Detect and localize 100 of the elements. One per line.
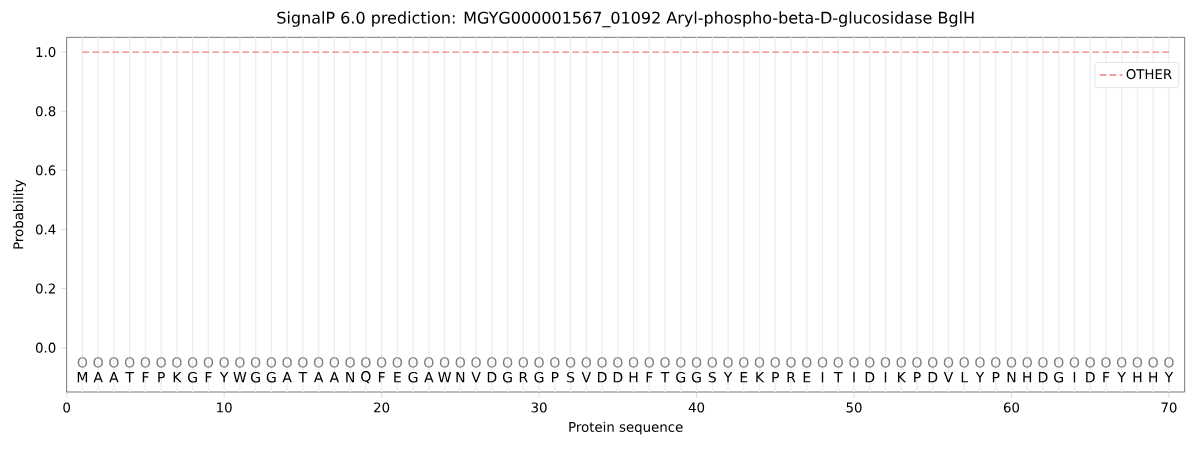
annotation: O	[250, 357, 261, 368]
annotation: K	[898, 372, 907, 383]
annotation: O	[156, 357, 166, 368]
legend-label: OTHER	[1126, 69, 1172, 80]
y-tick-label: 0.2	[35, 283, 55, 294]
annotation: O	[959, 357, 969, 368]
annotation: O	[392, 357, 403, 368]
annotation: O	[912, 357, 922, 368]
annotation: F	[205, 372, 212, 383]
y-tick-label: 0.8	[35, 106, 56, 117]
annotation: I	[821, 372, 824, 383]
annotation: L	[961, 372, 969, 383]
annotation: O	[628, 357, 639, 368]
annotation: A	[93, 372, 103, 383]
annotation: O	[345, 357, 355, 368]
x-tick-label: 0	[63, 402, 71, 413]
annotation: F	[142, 372, 149, 383]
annotation: O	[1022, 357, 1032, 368]
annotation: W	[438, 372, 452, 383]
annotation: D	[487, 372, 497, 383]
annotation: O	[975, 357, 985, 368]
annotation: Q	[361, 371, 371, 384]
annotation: A	[109, 372, 119, 383]
y-tick-label: 1.0	[36, 47, 56, 58]
annotation: P	[772, 372, 780, 383]
annotation: T	[298, 372, 308, 383]
annotation: A	[424, 372, 434, 383]
annotation: G	[408, 371, 418, 383]
annotation: O	[266, 357, 277, 368]
annotation: I	[884, 372, 887, 383]
annotation: G	[251, 371, 260, 383]
annotation: G	[676, 371, 686, 383]
annotation: S	[708, 371, 716, 383]
annotation: O	[235, 357, 245, 368]
annotation: O	[1101, 357, 1111, 368]
annotation: G	[502, 371, 512, 383]
annotation: T	[660, 372, 670, 383]
annotation: O	[1116, 357, 1127, 368]
annotation: O	[691, 357, 702, 368]
annotation: N	[456, 372, 465, 383]
annotation: A	[329, 372, 340, 383]
annotation: O	[597, 357, 607, 368]
annotation: O	[817, 357, 828, 368]
annotation: O	[565, 357, 576, 368]
annotation: M	[77, 372, 88, 383]
annotation: O	[439, 357, 450, 368]
y-tick-label: 0.0	[35, 342, 56, 353]
annotation: O	[786, 357, 796, 368]
annotation: O	[1053, 357, 1064, 368]
annotation: I	[1073, 372, 1076, 383]
annotation: O	[187, 357, 198, 368]
annotation: O	[865, 357, 875, 368]
x-tick-label: 10	[217, 402, 232, 413]
annotation: O	[1132, 357, 1143, 368]
annotation: O	[1038, 357, 1048, 368]
annotation: D	[613, 372, 623, 383]
annotation: G	[534, 371, 544, 383]
annotation: O	[1069, 357, 1080, 368]
annotation: A	[313, 372, 324, 383]
annotation: O	[487, 357, 497, 368]
annotation: F	[646, 372, 653, 383]
annotation: O	[518, 357, 529, 368]
annotation: O	[1148, 357, 1158, 368]
x-tick-label: 20	[374, 402, 390, 413]
annotation: O	[550, 357, 560, 368]
annotation: E	[740, 372, 748, 383]
annotation: O	[172, 357, 182, 368]
annotation: O	[298, 357, 308, 368]
annotation: G	[1054, 371, 1063, 383]
annotation: O	[455, 357, 466, 368]
annotation: O	[613, 357, 623, 368]
annotation: O	[833, 357, 843, 368]
annotation: T	[833, 372, 843, 383]
annotation: D	[598, 372, 607, 383]
annotation: F	[378, 372, 385, 383]
annotation: K	[173, 372, 182, 383]
y-tick-label: 0.6	[35, 165, 56, 176]
annotation: H	[1149, 372, 1158, 383]
annotation: O	[124, 357, 135, 368]
annotation: V	[471, 372, 481, 383]
annotation: W	[233, 372, 247, 383]
annotation: O	[329, 357, 340, 368]
annotation: V	[581, 372, 591, 383]
annotation: O	[282, 357, 292, 368]
annotation: O	[203, 357, 214, 368]
annotation: H	[629, 372, 638, 383]
annotation: A	[282, 372, 292, 383]
x-tick-label: 50	[846, 402, 862, 413]
annotation: O	[739, 357, 749, 368]
annotation: O	[376, 357, 387, 368]
annotation: T	[125, 372, 134, 383]
annotation: O	[644, 357, 655, 368]
annotation: H	[1133, 372, 1142, 383]
annotation: Y	[1117, 372, 1126, 383]
annotation: F	[1103, 372, 1110, 383]
annotation: O	[361, 357, 371, 368]
chart-title: SignalP 6.0 prediction: MGYG000001567_01092 Aryl-phospho-beta-D-glucosidase BglH	[277, 11, 974, 28]
annotation: Y	[723, 372, 733, 383]
annotation: O	[928, 357, 938, 368]
x-tick-label: 60	[1003, 402, 1020, 413]
